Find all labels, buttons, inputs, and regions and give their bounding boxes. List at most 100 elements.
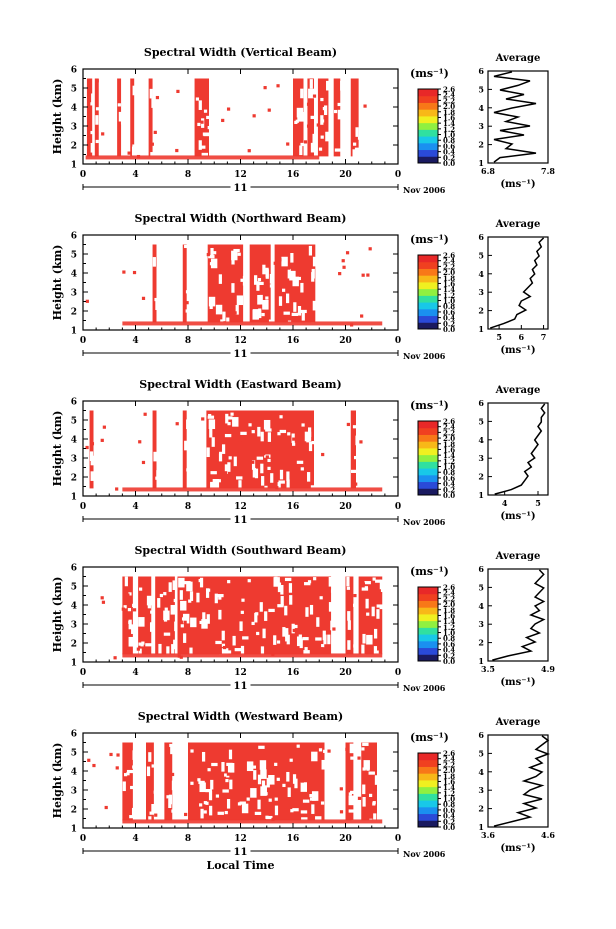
echo-cell: [238, 438, 242, 442]
echo-band: [188, 742, 325, 821]
echo-cell: [292, 437, 296, 441]
data-gap: [288, 583, 293, 593]
echo-cell: [175, 422, 179, 426]
echo-cell: [316, 123, 320, 127]
data-gap: [203, 109, 208, 113]
data-gap: [364, 581, 371, 585]
colorbar-segment: [418, 102, 438, 110]
data-gap: [211, 762, 218, 767]
echo-cell: [153, 130, 157, 134]
colorbar-tick-label: 2.0: [443, 102, 455, 111]
echo-cell: [278, 258, 282, 262]
colorbar-segment: [418, 647, 438, 655]
y-tick-label: 2: [71, 142, 77, 152]
data-gap: [196, 592, 200, 603]
data-gap: [302, 637, 309, 641]
data-gap: [300, 88, 304, 99]
data-gap: [224, 650, 232, 654]
day-label-bg: [230, 679, 251, 691]
data-gap: [267, 458, 271, 463]
x-tick-label: 8: [185, 834, 191, 844]
data-gap: [274, 797, 278, 801]
echo-cell: [265, 455, 269, 459]
y-tick-label: 5: [71, 85, 77, 95]
data-gap: [294, 778, 298, 789]
colorbar-segment: [418, 806, 438, 815]
echo-band: [345, 742, 354, 821]
y-tick-label: 1: [71, 161, 77, 171]
average-profile-line: [492, 569, 546, 661]
colorbar-frame: [417, 586, 439, 662]
data-gap: [294, 120, 298, 125]
data-gap: [166, 646, 170, 656]
data-gap: [257, 278, 262, 282]
data-gap: [258, 308, 262, 319]
data-gap: [286, 471, 290, 482]
data-gap: [139, 587, 143, 591]
data-gap: [282, 783, 286, 788]
avg-x-tick-label: 4: [502, 498, 508, 508]
data-gap: [215, 794, 220, 798]
colorbar-segment: [418, 421, 438, 429]
avg-x-tick-label: 4.9: [541, 664, 555, 674]
data-gap: [221, 630, 225, 641]
data-gap: [242, 275, 247, 286]
data-gap: [199, 782, 206, 793]
avg-y-tick-label: 2: [478, 306, 484, 316]
data-gap: [128, 619, 132, 630]
colorbar-segment: [418, 454, 438, 462]
data-gap: [315, 637, 322, 641]
data-gap: [306, 432, 310, 443]
avg-y-tick-label: 3: [478, 453, 484, 463]
data-gap: [207, 415, 215, 419]
echo-band: [148, 78, 153, 157]
y-tick-label: 1: [71, 327, 77, 337]
data-gap: [212, 479, 220, 489]
data-gap: [186, 419, 190, 430]
echo-cell: [306, 102, 311, 106]
data-gap: [185, 290, 190, 294]
colorbar-tick-label: 1.0: [443, 297, 455, 306]
data-gap: [234, 648, 242, 652]
data-gap: [286, 479, 290, 490]
echo-cell: [322, 92, 326, 96]
colorbar-segment: [418, 109, 438, 117]
echo-cell: [368, 247, 372, 251]
x-tick-label: 8: [185, 170, 191, 180]
data-gap: [213, 251, 217, 255]
x-tick-label: 4: [132, 170, 138, 180]
data-gap: [294, 624, 298, 629]
colorbar-tick-label: 0.6: [443, 308, 455, 317]
echo-cell: [339, 787, 343, 791]
avg-x-label: (ms⁻¹): [500, 179, 535, 190]
avg-y-tick-label: 1: [478, 490, 484, 500]
colorbar-tick-label: 0.2: [443, 817, 455, 826]
data-gap: [188, 599, 192, 603]
data-gap: [240, 645, 245, 656]
x-tick-label: 0: [80, 668, 86, 678]
colorbar-segment: [418, 275, 438, 283]
data-gap: [90, 102, 94, 106]
colorbar-segment: [418, 620, 438, 628]
colorbar-segment: [418, 634, 438, 642]
data-gap: [353, 142, 357, 146]
y-tick-label: 2: [71, 474, 77, 484]
data-gap: [354, 147, 362, 158]
colorbar-tick-label: 1.0: [443, 795, 455, 804]
data-gap: [179, 590, 183, 600]
x-tick-label: 0: [395, 834, 401, 844]
avg-y-tick-label: 4: [478, 601, 484, 611]
echo-band: [146, 742, 154, 821]
data-gap: [208, 413, 212, 418]
day-label: 11: [234, 681, 248, 692]
colorbar-tick-label: 2.0: [443, 766, 455, 775]
colorbar-segment: [418, 115, 438, 124]
y-tick-label: 4: [71, 270, 77, 280]
data-gap: [270, 473, 274, 483]
average-frame: [487, 568, 549, 662]
data-gap: [372, 802, 376, 806]
x-tick-label: 20: [339, 834, 352, 844]
data-gap: [180, 600, 187, 611]
echo-cell: [141, 296, 146, 300]
colorbar-tick-label: 2.2: [443, 262, 455, 271]
